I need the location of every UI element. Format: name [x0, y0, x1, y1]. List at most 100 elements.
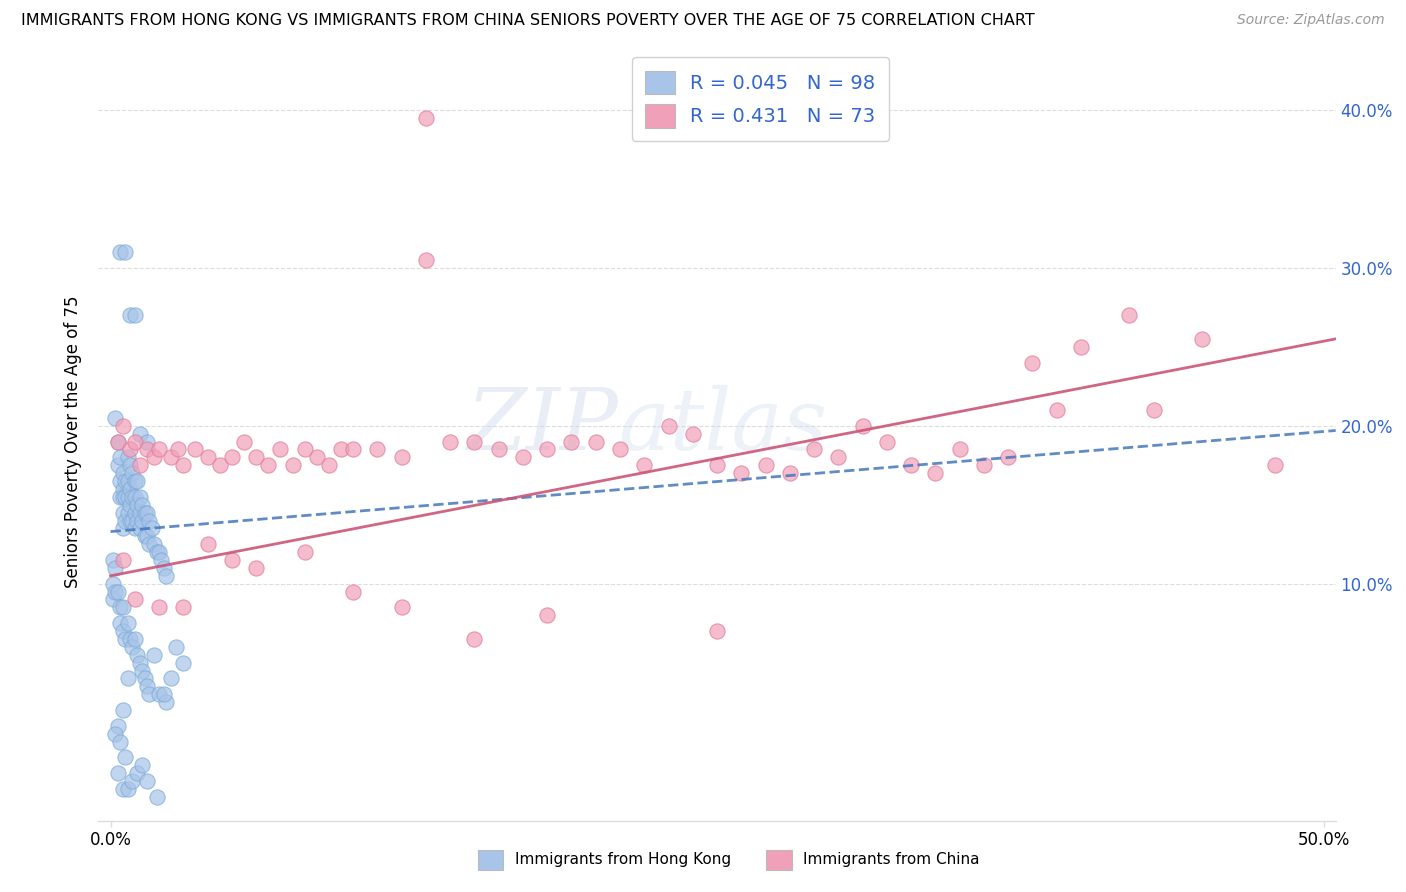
- Point: [110, 490, 132, 504]
- Point: [111, 600, 134, 615]
- Point: [706, 458, 728, 473]
- Point: [110, 244, 132, 259]
- Point: [111, 553, 134, 567]
- Point: [167, 442, 190, 457]
- Point: [852, 418, 875, 433]
- Point: [1143, 403, 1166, 417]
- Point: [585, 434, 607, 449]
- Point: [148, 600, 170, 615]
- Point: [104, 561, 127, 575]
- Point: [136, 529, 159, 543]
- Point: [730, 466, 752, 480]
- Point: [706, 624, 728, 639]
- Point: [160, 450, 183, 465]
- Point: [118, 482, 141, 496]
- Point: [949, 442, 972, 457]
- Point: [114, 514, 136, 528]
- Point: [294, 545, 316, 559]
- Point: [111, 506, 134, 520]
- Point: [221, 450, 243, 465]
- Point: [124, 490, 146, 504]
- Point: [755, 458, 778, 473]
- Point: [117, 450, 139, 465]
- Point: [560, 434, 582, 449]
- Point: [997, 450, 1019, 465]
- Point: [208, 458, 231, 473]
- Point: [172, 458, 194, 473]
- Point: [111, 624, 134, 639]
- Point: [827, 450, 849, 465]
- Point: [1118, 308, 1140, 322]
- Point: [233, 434, 256, 449]
- Point: [512, 450, 534, 465]
- Point: [117, 506, 139, 520]
- Y-axis label: Seniors Poverty Over the Age of 75: Seniors Poverty Over the Age of 75: [65, 295, 83, 588]
- Point: [104, 410, 127, 425]
- Point: [138, 537, 160, 551]
- Point: [318, 458, 340, 473]
- Point: [110, 616, 132, 631]
- Point: [153, 687, 176, 701]
- Point: [294, 442, 316, 457]
- Point: [124, 474, 146, 488]
- Point: [138, 687, 160, 701]
- Point: [127, 648, 149, 662]
- Point: [110, 600, 132, 615]
- Point: [118, 458, 141, 473]
- Point: [463, 434, 485, 449]
- Point: [145, 789, 167, 804]
- Point: [305, 450, 328, 465]
- Point: [160, 672, 183, 686]
- Point: [136, 434, 159, 449]
- Text: IMMIGRANTS FROM HONG KONG VS IMMIGRANTS FROM CHINA SENIORS POVERTY OVER THE AGE : IMMIGRANTS FROM HONG KONG VS IMMIGRANTS …: [21, 13, 1035, 29]
- Point: [128, 426, 150, 441]
- Point: [111, 521, 134, 535]
- Point: [148, 687, 170, 701]
- Point: [107, 434, 129, 449]
- Point: [118, 632, 141, 646]
- Text: Immigrants from Hong Kong: Immigrants from Hong Kong: [515, 853, 731, 867]
- Point: [131, 758, 153, 772]
- Point: [148, 545, 170, 559]
- Point: [104, 727, 127, 741]
- Point: [633, 458, 655, 473]
- Point: [165, 640, 187, 654]
- Text: ZIP: ZIP: [467, 385, 619, 467]
- Point: [172, 600, 194, 615]
- Point: [134, 529, 156, 543]
- Point: [118, 442, 141, 457]
- Point: [281, 458, 304, 473]
- Point: [131, 514, 153, 528]
- Point: [128, 458, 150, 473]
- Point: [111, 490, 134, 504]
- Point: [779, 466, 801, 480]
- Point: [114, 632, 136, 646]
- Point: [101, 553, 124, 567]
- Point: [114, 244, 136, 259]
- Point: [439, 434, 461, 449]
- Point: [155, 695, 177, 709]
- Point: [128, 506, 150, 520]
- Point: [924, 466, 946, 480]
- Point: [121, 774, 143, 789]
- Point: [111, 703, 134, 717]
- Point: [121, 640, 143, 654]
- Point: [118, 514, 141, 528]
- Point: [1191, 332, 1213, 346]
- Point: [136, 679, 159, 693]
- Point: [124, 308, 146, 322]
- Point: [184, 442, 207, 457]
- Point: [803, 442, 825, 457]
- Text: atlas: atlas: [619, 385, 827, 467]
- Point: [197, 537, 219, 551]
- Legend: R = 0.045   N = 98, R = 0.431   N = 73: R = 0.045 N = 98, R = 0.431 N = 73: [631, 57, 889, 142]
- Point: [118, 498, 141, 512]
- Point: [1021, 355, 1043, 369]
- Point: [134, 506, 156, 520]
- Point: [391, 600, 413, 615]
- Point: [269, 442, 291, 457]
- Point: [136, 774, 159, 789]
- Point: [155, 569, 177, 583]
- Point: [114, 750, 136, 764]
- Point: [121, 514, 143, 528]
